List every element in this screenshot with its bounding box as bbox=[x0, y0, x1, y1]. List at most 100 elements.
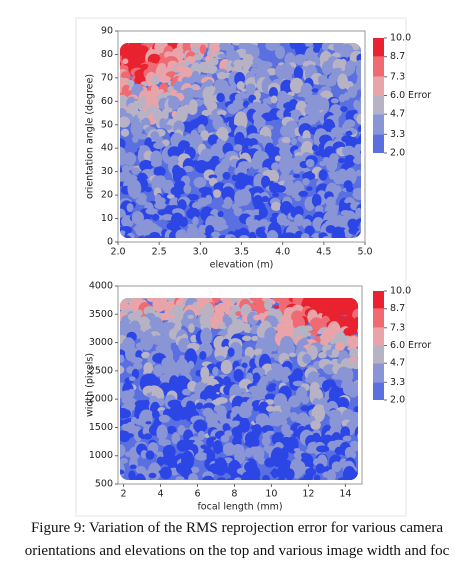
contour-patch bbox=[311, 144, 319, 152]
contour-patch bbox=[186, 207, 201, 220]
x-axis-label: focal length (mm) bbox=[197, 502, 282, 513]
contour-patch bbox=[216, 92, 225, 103]
contour-patch bbox=[228, 459, 242, 478]
colorbar-tick-label: 10.0 bbox=[390, 286, 411, 297]
contour-patch bbox=[237, 188, 252, 206]
contour-patch bbox=[347, 335, 358, 348]
contour-patch bbox=[193, 177, 207, 188]
contour-patch bbox=[154, 202, 167, 210]
contour-patch bbox=[271, 468, 279, 479]
contour-patch bbox=[252, 160, 263, 169]
contour-patch bbox=[188, 323, 195, 333]
contour-patch bbox=[248, 231, 257, 238]
contour-patch bbox=[216, 71, 227, 80]
contour-patch bbox=[351, 360, 358, 370]
contour-patch bbox=[308, 107, 321, 123]
y-tick-label: 70 bbox=[101, 72, 113, 83]
contour-patch bbox=[230, 298, 238, 304]
contour-patch bbox=[261, 112, 275, 122]
contour-patch bbox=[293, 213, 304, 227]
contour-patch bbox=[206, 100, 218, 112]
contour-patch bbox=[180, 317, 191, 327]
contour-patch bbox=[293, 167, 301, 174]
contour-patch bbox=[187, 104, 198, 115]
contour-patch bbox=[157, 88, 165, 94]
contour-patch bbox=[121, 164, 130, 174]
contour-patch bbox=[159, 117, 167, 129]
contour-patch bbox=[311, 88, 319, 93]
contour-patch bbox=[241, 362, 248, 368]
contour-patch bbox=[323, 78, 337, 87]
contour-patch bbox=[193, 419, 208, 434]
contour-patch bbox=[331, 348, 340, 358]
contour-patch bbox=[272, 192, 280, 198]
contour-patch bbox=[120, 457, 128, 464]
contour-patch bbox=[124, 451, 132, 458]
contour-patch bbox=[292, 298, 304, 306]
contour-patch bbox=[215, 355, 225, 361]
contour-patch bbox=[353, 406, 358, 413]
contour-patch bbox=[241, 471, 255, 480]
contour-patch bbox=[280, 400, 291, 413]
contour-patch bbox=[212, 298, 220, 303]
contour-patch bbox=[355, 383, 358, 395]
colorbar-tick-label: 8.7 bbox=[390, 303, 405, 314]
contour-patch bbox=[137, 199, 148, 206]
contour-patch bbox=[191, 201, 203, 210]
contour-patch bbox=[345, 130, 353, 136]
contour-patch bbox=[120, 365, 125, 375]
colorbar-tick-label: 6.0 bbox=[390, 90, 405, 101]
contour-patch bbox=[175, 100, 183, 106]
y-tick-label: 2500 bbox=[89, 365, 113, 376]
contour-patch bbox=[293, 66, 304, 81]
x-tick-label: 4.0 bbox=[275, 247, 290, 258]
contour-patch bbox=[167, 146, 181, 159]
contour-patch bbox=[151, 410, 160, 419]
contour-patch bbox=[319, 299, 329, 310]
colorbar-tick-label: 6.0 bbox=[390, 340, 405, 351]
contour-patch bbox=[340, 43, 354, 58]
contour-patch bbox=[158, 439, 171, 447]
x-tick-label: 3.0 bbox=[193, 247, 208, 258]
contour-patch bbox=[292, 174, 301, 179]
contour-patch bbox=[310, 118, 317, 125]
contour-patch bbox=[331, 226, 346, 238]
x-tick-label: 4 bbox=[157, 489, 163, 500]
contour-patch bbox=[342, 435, 352, 442]
contour-patch bbox=[131, 210, 144, 225]
contour-patch bbox=[271, 162, 280, 172]
contour-patch bbox=[234, 131, 245, 148]
contour-patch bbox=[275, 45, 286, 59]
contour-patch bbox=[233, 354, 243, 360]
contour-patch bbox=[297, 93, 305, 98]
colorbar-segment bbox=[373, 56, 384, 77]
contour-patch bbox=[187, 360, 195, 370]
contour-patch bbox=[265, 430, 275, 435]
colorbar-segment bbox=[373, 363, 384, 383]
contour-patch bbox=[253, 348, 264, 357]
contour-patch bbox=[217, 210, 224, 218]
contour-patch bbox=[164, 124, 173, 130]
x-tick-label: 10 bbox=[265, 489, 277, 500]
x-tick-label: 5.0 bbox=[357, 247, 372, 258]
contour-patch bbox=[357, 124, 361, 133]
contour-patch bbox=[331, 461, 342, 473]
contour-patch bbox=[171, 432, 181, 445]
colorbar-segment bbox=[373, 134, 384, 153]
y-tick-label: 0 bbox=[107, 237, 113, 248]
contour-patch bbox=[331, 373, 342, 380]
x-tick-label: 12 bbox=[302, 489, 314, 500]
contour-patch bbox=[335, 342, 345, 351]
contour-patch bbox=[221, 203, 230, 209]
contour-patch bbox=[120, 137, 126, 151]
contour-patch bbox=[158, 414, 171, 423]
colorbar-tick-label: 8.7 bbox=[390, 51, 405, 62]
contour-patch bbox=[300, 395, 310, 405]
contour-patch bbox=[275, 185, 287, 193]
y-tick-label: 1000 bbox=[89, 450, 113, 461]
contour-patch bbox=[213, 189, 222, 198]
contour-patch bbox=[259, 118, 266, 124]
contour-patch bbox=[134, 473, 147, 480]
